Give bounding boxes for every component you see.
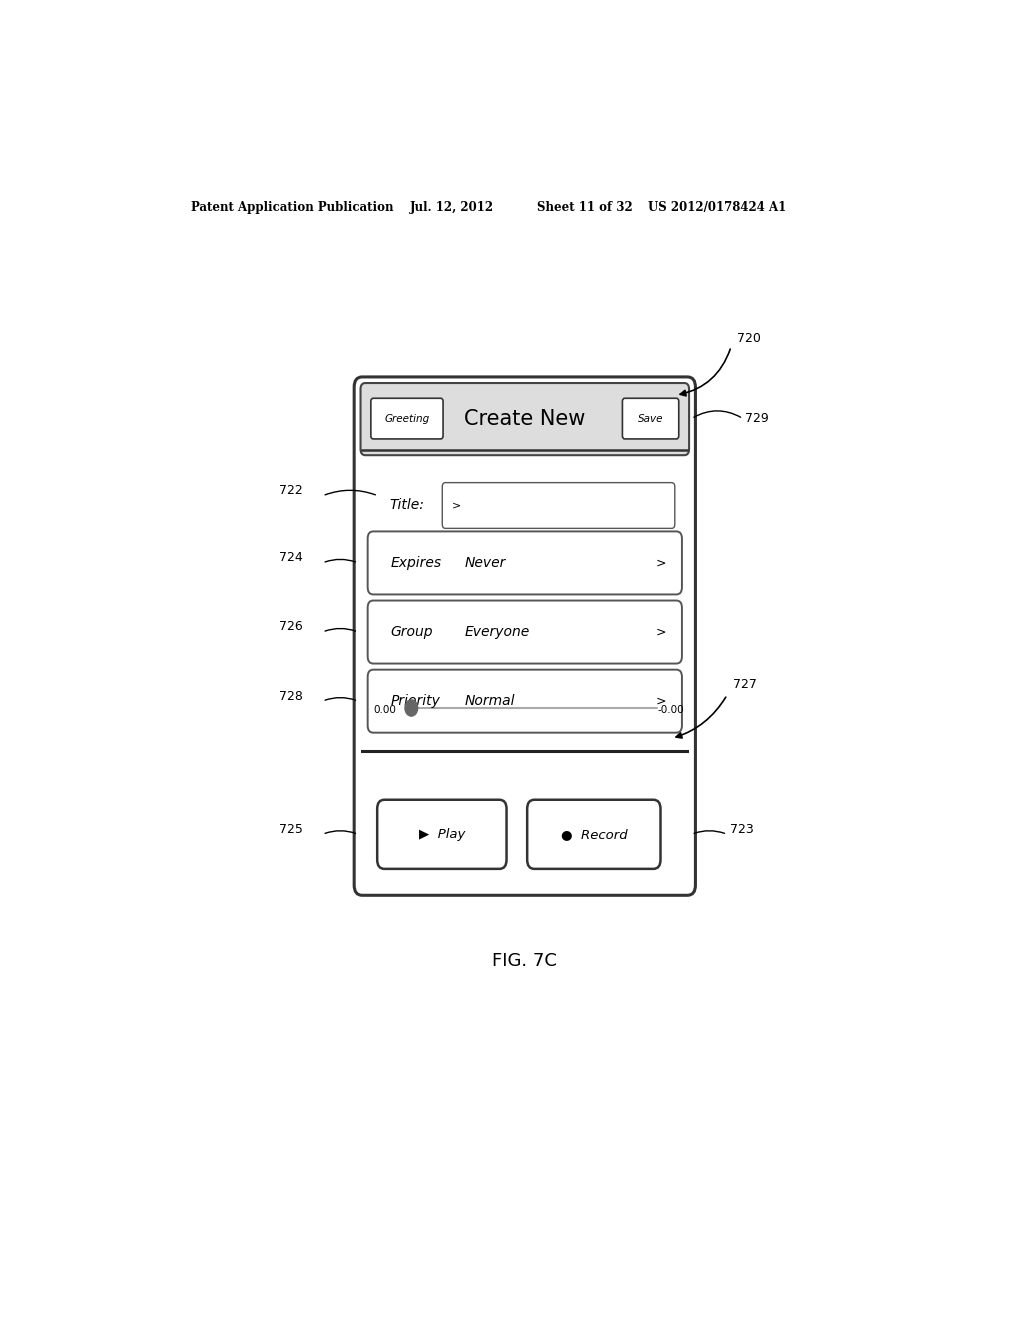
Text: 727: 727 — [733, 678, 757, 692]
Text: 0.00: 0.00 — [373, 705, 396, 715]
FancyBboxPatch shape — [377, 800, 507, 869]
Circle shape — [404, 700, 418, 715]
Text: US 2012/0178424 A1: US 2012/0178424 A1 — [648, 201, 786, 214]
Text: Title:: Title: — [390, 498, 425, 512]
Text: Everyone: Everyone — [465, 626, 529, 639]
FancyBboxPatch shape — [442, 483, 675, 528]
Text: >: > — [655, 694, 666, 708]
Text: ●  Record: ● Record — [560, 828, 627, 841]
Text: Never: Never — [465, 556, 506, 570]
Text: 722: 722 — [279, 484, 302, 498]
Text: Save: Save — [638, 413, 664, 424]
Text: FIG. 7C: FIG. 7C — [493, 952, 557, 970]
Text: >: > — [655, 557, 666, 569]
Text: Expires: Expires — [391, 556, 441, 570]
FancyBboxPatch shape — [371, 399, 443, 440]
Text: -0.00: -0.00 — [657, 705, 684, 715]
Text: 726: 726 — [279, 620, 302, 634]
FancyBboxPatch shape — [360, 383, 689, 455]
Text: Group: Group — [391, 626, 433, 639]
Text: 725: 725 — [279, 822, 303, 836]
Text: Patent Application Publication: Patent Application Publication — [191, 201, 394, 214]
Text: 723: 723 — [729, 822, 754, 836]
FancyBboxPatch shape — [354, 378, 695, 895]
FancyBboxPatch shape — [368, 669, 682, 733]
Text: >: > — [655, 626, 666, 639]
Text: Jul. 12, 2012: Jul. 12, 2012 — [410, 201, 494, 214]
Text: 720: 720 — [737, 331, 762, 345]
FancyBboxPatch shape — [368, 532, 682, 594]
FancyBboxPatch shape — [527, 800, 660, 869]
Text: 729: 729 — [745, 412, 769, 425]
Text: Normal: Normal — [465, 694, 515, 708]
Text: Sheet 11 of 32: Sheet 11 of 32 — [537, 201, 633, 214]
Text: >: > — [452, 500, 461, 511]
Text: Greeting: Greeting — [384, 413, 430, 424]
FancyBboxPatch shape — [368, 601, 682, 664]
Text: 724: 724 — [279, 552, 302, 565]
Text: Create New: Create New — [464, 409, 586, 429]
Text: ▶  Play: ▶ Play — [419, 828, 465, 841]
Text: Priority: Priority — [391, 694, 440, 708]
FancyBboxPatch shape — [623, 399, 679, 440]
Text: 728: 728 — [279, 689, 303, 702]
